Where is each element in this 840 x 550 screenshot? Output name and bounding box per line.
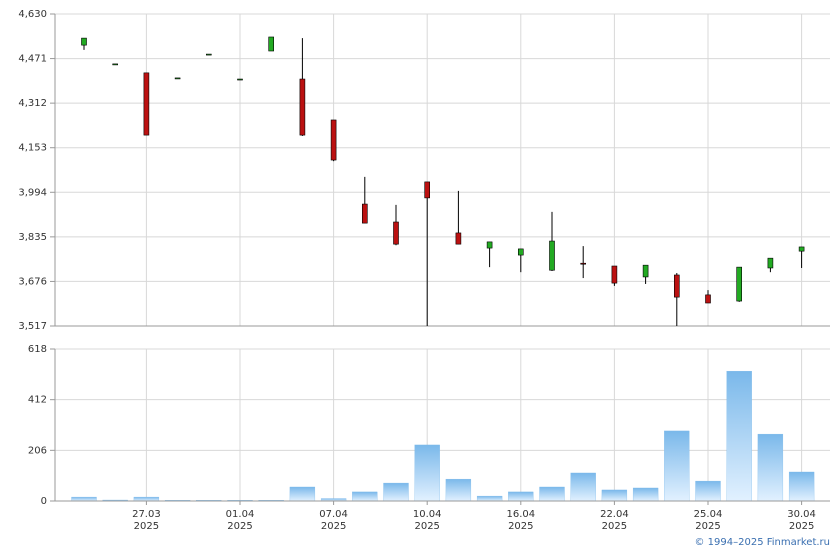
candle-body [299, 78, 306, 136]
y-tick-label: 206 [28, 445, 47, 456]
candle-body [174, 77, 181, 80]
volume-bar [788, 471, 815, 502]
x-tick-label: 10.04 2025 [413, 509, 442, 532]
y-tick-label: 3,517 [18, 321, 47, 332]
volume-bar [133, 496, 160, 502]
candle-body [549, 240, 555, 271]
volume-bar [445, 478, 472, 502]
volume-bar [352, 491, 378, 502]
volume-bar [601, 489, 628, 502]
x-tick-label: 25.04 2025 [694, 509, 723, 532]
y-tick-label: 4,312 [18, 98, 47, 109]
y-tick-label: 4,471 [18, 54, 47, 65]
y-tick-label: 4,153 [18, 143, 47, 154]
candle-body [143, 72, 150, 136]
candle-body [705, 294, 711, 304]
candle-body [206, 53, 212, 56]
candle-body [361, 203, 368, 224]
candle-body [81, 37, 87, 46]
candle-body [330, 119, 337, 161]
volume-bar [476, 495, 503, 502]
candle-body [237, 78, 243, 81]
volume-bar [632, 487, 659, 502]
candle-body [767, 257, 774, 269]
volume-bar [289, 486, 316, 502]
y-tick-label: 3,835 [18, 232, 47, 243]
volume-bar [539, 486, 565, 502]
y-tick-label: 3,676 [18, 276, 47, 287]
y-tick-label: 0 [41, 496, 47, 507]
candle-body [268, 36, 275, 52]
y-tick-label: 4,630 [18, 9, 47, 20]
candle-body [455, 232, 462, 245]
candle-body [424, 181, 431, 199]
x-tick-label: 30.04 2025 [787, 509, 816, 532]
volume-bar [71, 496, 97, 502]
candle-body [517, 248, 524, 256]
x-tick-label: 16.04 2025 [506, 509, 535, 532]
volume-bar [664, 430, 690, 502]
candle-body [611, 265, 618, 284]
x-tick-label: 22.04 2025 [600, 509, 629, 532]
candle-body [736, 266, 743, 302]
y-tick-label: 618 [28, 344, 47, 355]
volume-bar [508, 491, 534, 502]
volume-bar [757, 433, 784, 502]
x-tick-label: 01.04 2025 [226, 509, 255, 532]
candle-body [642, 264, 649, 278]
volume-bar [570, 472, 596, 502]
x-tick-label: 27.03 2025 [132, 509, 161, 532]
y-tick-label: 412 [28, 395, 47, 406]
candle-body [112, 63, 118, 66]
volume-bar [383, 482, 409, 502]
candle-body [673, 274, 680, 298]
x-tick-label: 07.04 2025 [319, 509, 348, 532]
candle-body [486, 241, 493, 249]
candle-body [580, 262, 587, 265]
y-tick-label: 3,994 [18, 187, 47, 198]
volume-bar [726, 370, 752, 502]
volume-bar [414, 444, 440, 502]
candle-body [798, 246, 805, 252]
footer: © 1994–2025 Finmarket.ru [694, 537, 830, 548]
candle-body [393, 221, 399, 245]
volume-bar [695, 480, 721, 502]
